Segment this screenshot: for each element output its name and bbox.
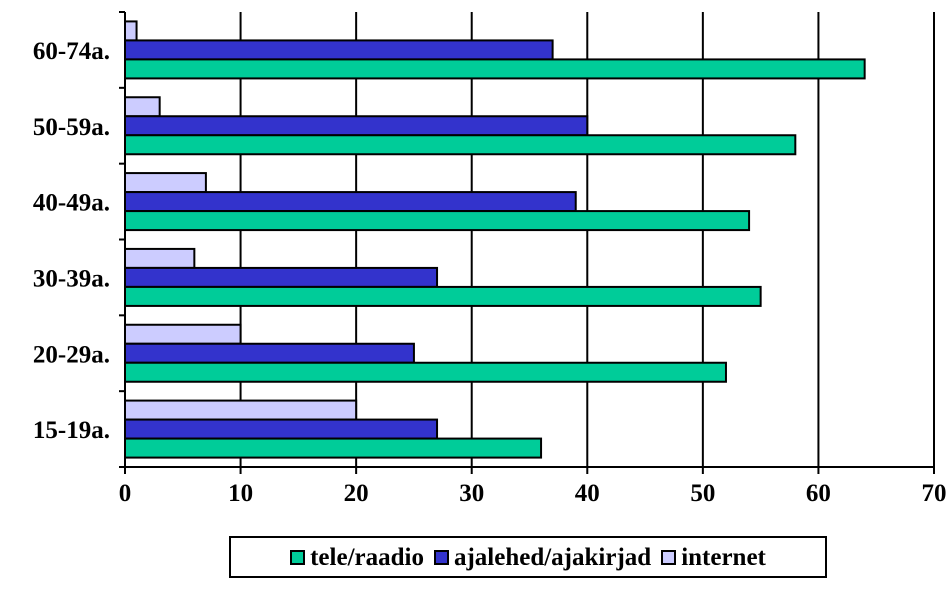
x-tick-label: 10 — [228, 480, 253, 507]
legend-swatch-tele-raadio — [290, 549, 306, 565]
x-tick-label: 50 — [690, 480, 715, 507]
bar-ajalehed-ajakirjad — [124, 266, 439, 288]
axes — [119, 11, 935, 474]
bar-ajalehed-ajakirjad — [124, 418, 439, 440]
bar-internet — [124, 399, 358, 421]
legend-swatch-ajalehed-ajakirjad — [433, 549, 449, 565]
bar-tele-raadio — [124, 134, 797, 156]
category-label: 30-39a. — [33, 265, 110, 292]
bar-tele-raadio — [124, 437, 543, 459]
bar-internet — [124, 96, 161, 118]
bar-ajalehed-ajakirjad — [124, 39, 554, 61]
bar-internet — [124, 323, 242, 345]
bar-tele-raadio — [124, 361, 727, 383]
category-label: 60-74a. — [33, 38, 110, 65]
legend-label: ajalehed/ajakirjad — [453, 543, 652, 571]
bar-ajalehed-ajakirjad — [124, 191, 577, 213]
x-tick-labels: 0 10 20 30 40 50 60 70 — [119, 480, 947, 507]
legend-label: internet — [681, 543, 766, 571]
x-tick-label: 60 — [806, 480, 831, 507]
category-label: 50-59a. — [33, 114, 110, 141]
bar-tele-raadio — [124, 58, 866, 80]
x-tick-label: 70 — [922, 480, 947, 507]
bar-internet — [124, 247, 196, 269]
x-tick-label: 40 — [575, 480, 600, 507]
bars — [124, 20, 866, 459]
x-tick-label: 20 — [344, 480, 369, 507]
legend-item-ajalehed-ajakirjad: ajalehed/ajakirjad — [433, 543, 652, 571]
bar-internet — [124, 20, 138, 42]
legend-swatch-internet — [661, 549, 677, 565]
bar-ajalehed-ajakirjad — [124, 342, 415, 364]
bar-internet — [124, 172, 207, 194]
legend: tele/raadio ajalehed/ajakirjad internet — [229, 536, 827, 578]
x-tick-label: 30 — [459, 480, 484, 507]
bar-tele-raadio — [124, 210, 751, 232]
category-label: 40-49a. — [33, 190, 110, 217]
gridlines — [239, 12, 935, 467]
category-labels: 15-19a. 20-29a. 30-39a. 40-49a. 50-59a. 60-74… — [33, 38, 110, 444]
x-tick-label: 0 — [119, 480, 132, 507]
category-label: 20-29a. — [33, 341, 110, 368]
bar-ajalehed-ajakirjad — [124, 115, 589, 137]
bar-tele-raadio — [124, 285, 762, 307]
legend-item-tele-raadio: tele/raadio — [290, 545, 424, 570]
category-label: 15-19a. — [33, 417, 110, 444]
legend-item-internet: internet — [661, 545, 766, 570]
legend-label: tele/raadio — [310, 543, 424, 571]
